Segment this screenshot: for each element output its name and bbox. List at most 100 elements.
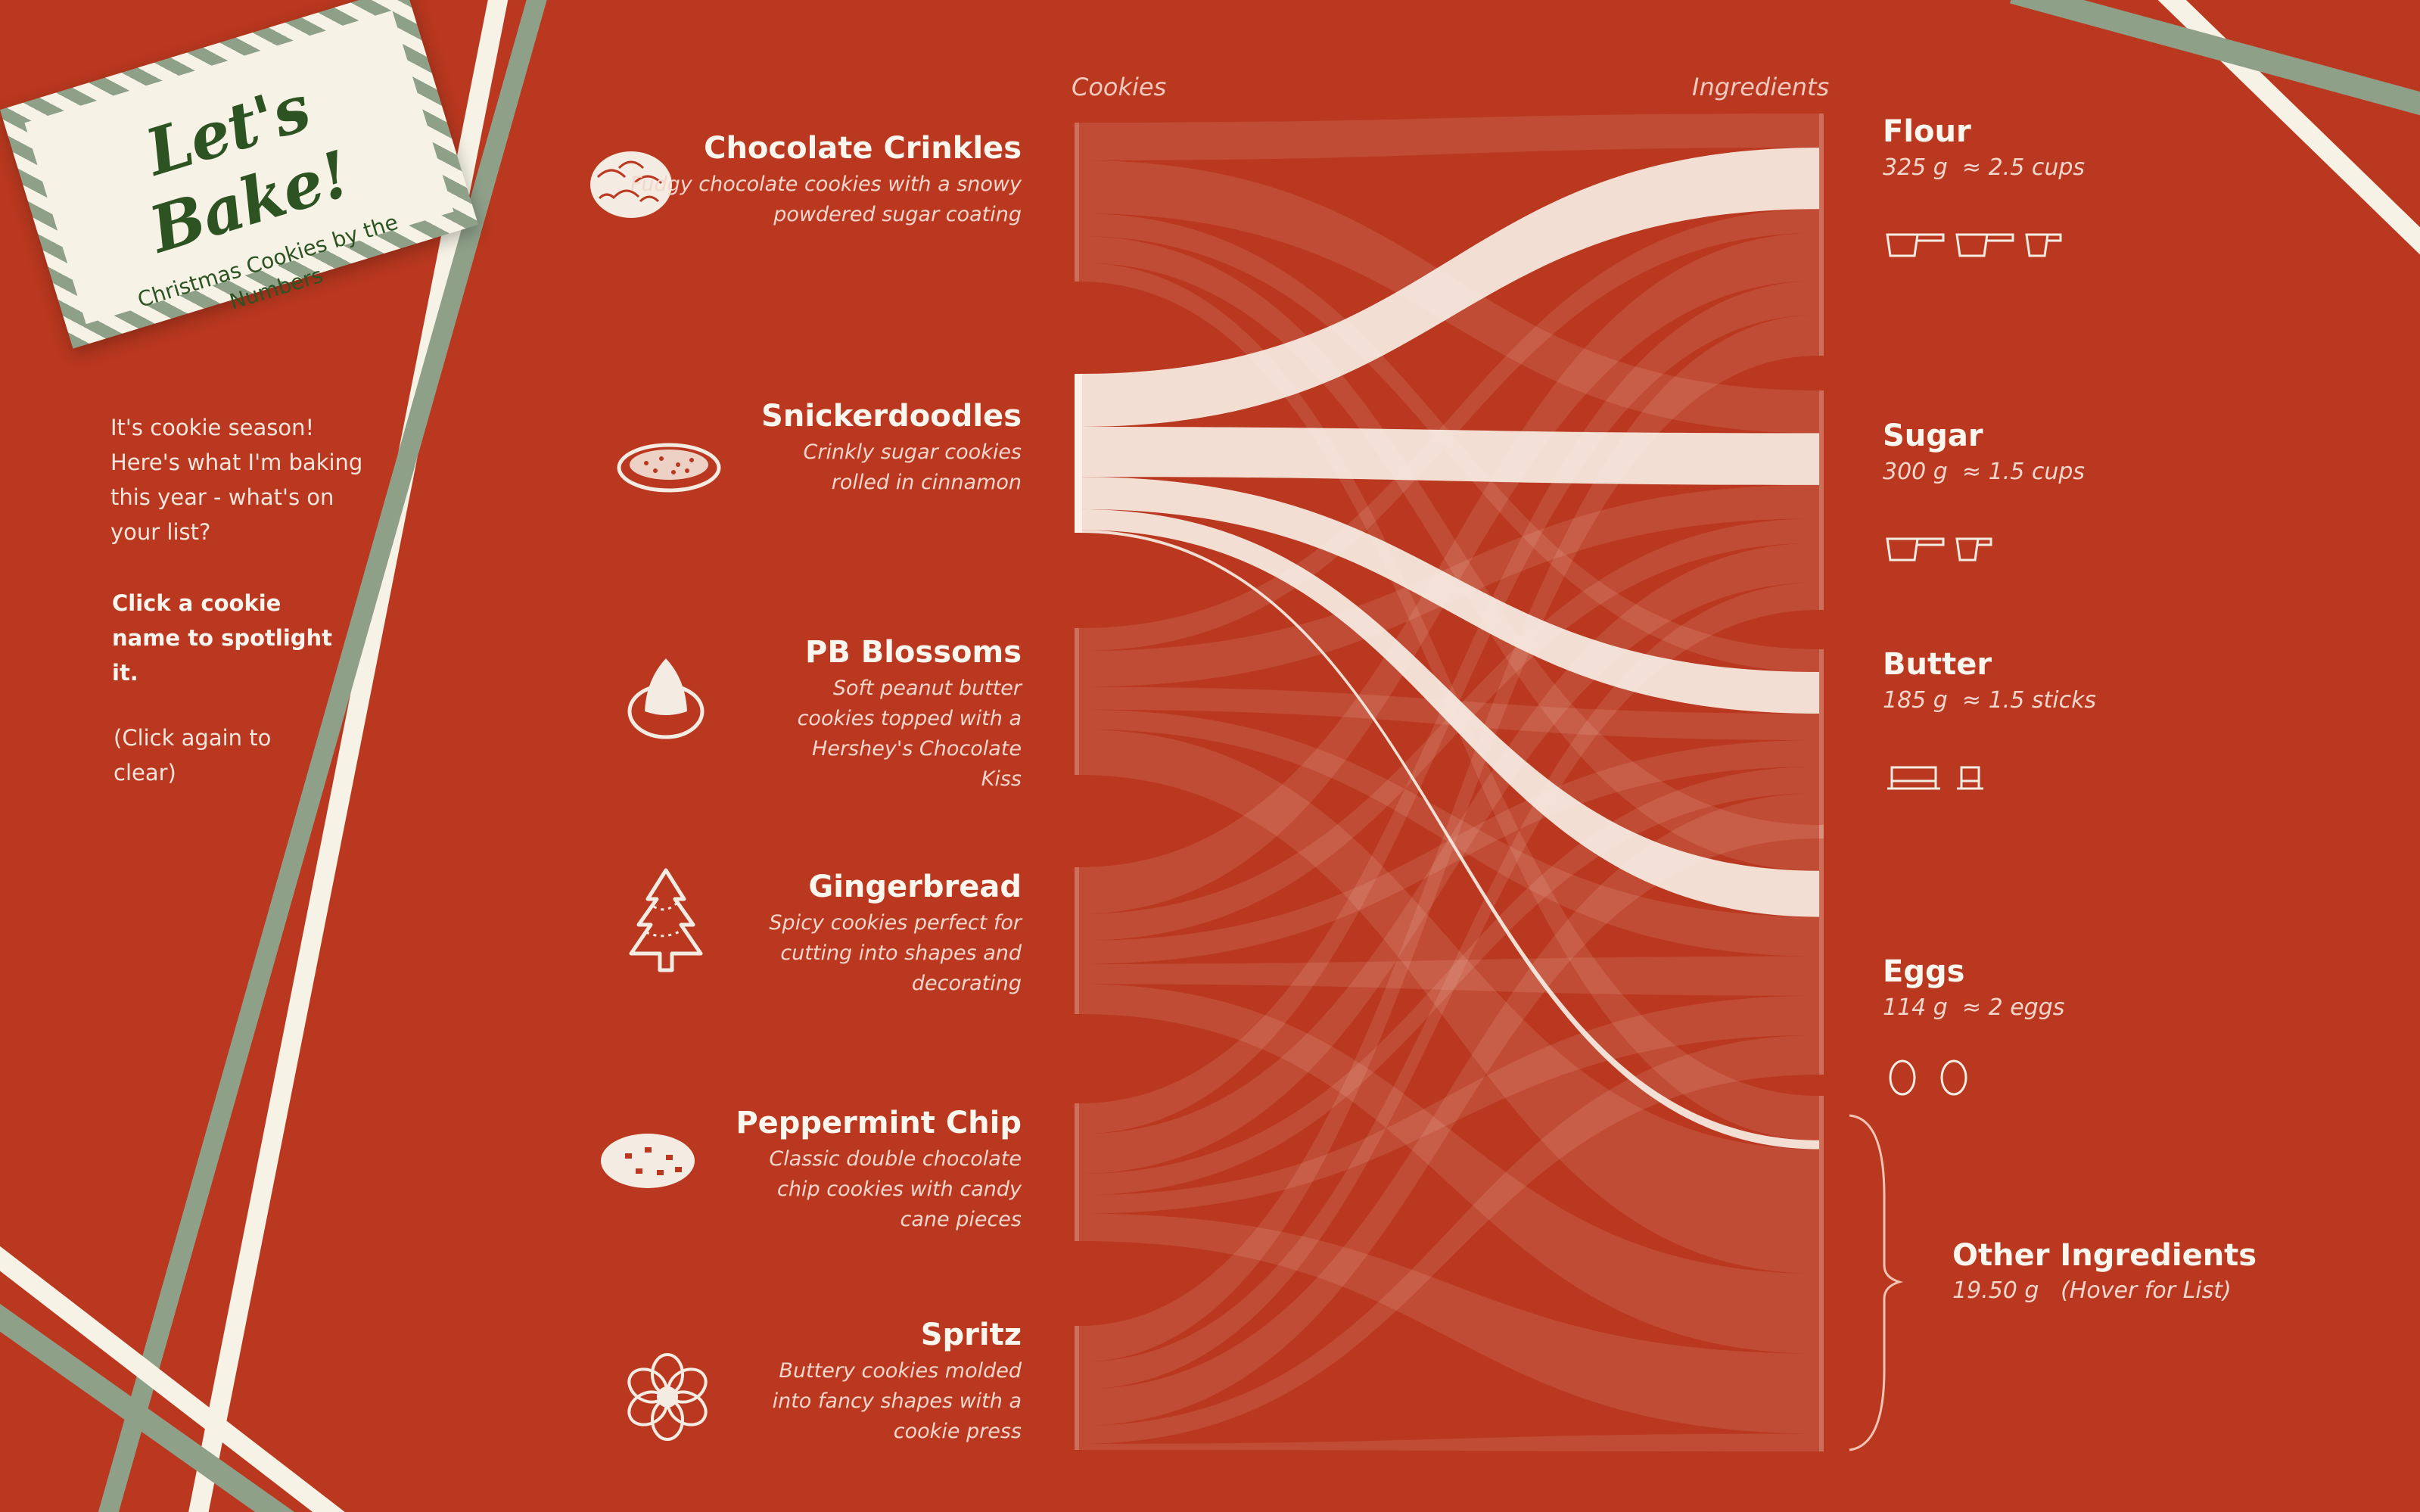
cookie-snickerdoodles[interactable]: Snickerdoodles Crinkly sugar cookies rol… (628, 398, 1022, 498)
cookie-description: Soft peanut butter cookies topped with a… (797, 677, 1022, 791)
sankey-link (1079, 1034, 1819, 1444)
tree-outline (629, 868, 703, 972)
source-node-bar (1075, 628, 1079, 775)
cookie-name[interactable]: Snickerdoodles (761, 399, 1022, 434)
cinnamon-speck (685, 468, 689, 473)
butter-stick-icon (1887, 766, 1940, 790)
target-node-bar (1819, 1096, 1824, 1451)
cinnamon-speck (659, 456, 664, 461)
sankey-link (1079, 1433, 1819, 1451)
cookie-name[interactable]: Peppermint Chip (736, 1106, 1022, 1140)
sankey-link (1079, 530, 1819, 1150)
ribbon-stripe (188, 0, 509, 1512)
crinkle-crack (617, 160, 645, 170)
cookie-gingerbread[interactable]: Gingerbread Spicy cookies perfect for cu… (628, 869, 1022, 999)
source-node-bar (1075, 374, 1082, 533)
ingredient-measure: 19.50 g (Hover for List) (1952, 1277, 2232, 1304)
cookie-spritz[interactable]: Spritz Buttery cookies molded into fancy… (628, 1317, 1022, 1447)
cinnamon-speck (676, 462, 680, 467)
ingredient-measure: 185 g ≈ 1.5 sticks (1883, 687, 2097, 714)
cinnamon-speck (689, 458, 694, 462)
cookie-pb-blossoms[interactable]: PB Blossoms Soft peanut butter cookies t… (628, 634, 1022, 795)
target-node-bar (1819, 825, 1824, 1075)
measuring-cup-icon (1955, 233, 2014, 257)
blossom-cookie-icon (627, 658, 705, 739)
egg-icon (1940, 1059, 1967, 1096)
snickerdoodle-outline (617, 443, 721, 493)
sankey-link (1079, 1213, 1819, 1434)
ingredient-name: Butter (1883, 647, 1992, 682)
target-node-bar (1819, 649, 1824, 838)
sankey-link (1079, 956, 1819, 996)
sankey-link (1079, 518, 1819, 941)
sankey-link (1079, 582, 1819, 1389)
candy-chip (666, 1155, 673, 1160)
source-node-bar (1075, 1103, 1079, 1241)
sankey-link (1079, 509, 1819, 917)
ingredient-measure: 300 g ≈ 1.5 cups (1883, 459, 2086, 485)
ribbon-stripe (0, 1246, 345, 1512)
candy-chip (636, 1168, 642, 1174)
ribbon-stripe (2010, 0, 2420, 116)
spritz-center (657, 1386, 678, 1408)
ingredient-butter: Butter 185 g ≈ 1.5 sticks (1883, 646, 2096, 714)
sankey-link (1079, 984, 1819, 1354)
ingredient-name: Sugar (1883, 418, 1983, 453)
candy-chip (645, 1147, 652, 1153)
snickerdoodle-cookie-icon (617, 443, 721, 493)
ingredient-measure: 114 g ≈ 2 eggs (1883, 994, 2065, 1021)
sankey-link (1079, 148, 1819, 427)
sankey-link (1079, 114, 1819, 160)
cookie-description: Classic double chocolate chip cookies wi… (769, 1147, 1022, 1231)
sankey-highlight-links (1079, 148, 1819, 1150)
gingerbread-tree-icon (629, 868, 703, 972)
cookie-peppermint-chip[interactable]: Peppermint Chip Classic double chocolate… (628, 1105, 1022, 1235)
sankey-link (1079, 709, 1819, 957)
cookie-name[interactable]: Gingerbread (808, 870, 1022, 904)
ingredient-other[interactable]: Other Ingredients 19.50 g (Hover for Lis… (1952, 1238, 2257, 1304)
sankey-link (1079, 543, 1819, 1174)
chocolate-kiss-shape (645, 658, 687, 715)
crinkle-crack (633, 175, 663, 185)
cookie-name[interactable]: PB Blossoms (805, 635, 1022, 670)
cookie-description: Fudgy chocolate cookies with a snowy pow… (630, 173, 1022, 226)
crinkle-cookie-body (590, 151, 672, 218)
ribbon-stripe (0, 1303, 294, 1512)
ingredient-name[interactable]: Other Ingredients (1952, 1238, 2257, 1273)
target-node-bar (1819, 390, 1824, 610)
sankey-link (1079, 995, 1819, 1214)
tree-garland (645, 901, 686, 938)
peppermint-cookie-body (601, 1134, 695, 1188)
instruction-text: Click a cookie name to spotlight it. (112, 590, 333, 686)
sankey-link (1079, 232, 1819, 914)
cookie-name[interactable]: Spritz (920, 1318, 1022, 1352)
ribbon-stripe (98, 0, 547, 1512)
intro-text: It's cookie season! Here's what I'm baki… (110, 415, 363, 545)
peppermint-chip-cookie-icon (601, 1134, 695, 1188)
source-node-bar (1075, 867, 1079, 1014)
sankey-link (1079, 209, 1819, 652)
sankey-link (1079, 767, 1819, 1196)
cinnamon-speck (644, 461, 649, 465)
candy-chip (657, 1170, 664, 1175)
clear-hint: (Click again to clear) (114, 725, 272, 786)
cookie-name[interactable]: Chocolate Crinkles (704, 131, 1022, 166)
spritz-flower-icon (627, 1353, 708, 1441)
cookie-chocolate-crinkles[interactable]: Chocolate Crinkles Fudgy chocolate cooki… (628, 130, 1022, 230)
egg-icon (1889, 1059, 1916, 1096)
ingredient-measure: 325 g ≈ 2.5 cups (1883, 154, 2086, 181)
crinkle-crack (598, 193, 616, 200)
crinkle-crack (639, 195, 660, 203)
measuring-cup-icon (1955, 537, 1992, 562)
crinkle-cookie-icon (590, 151, 672, 218)
ingredient-eggs: Eggs 114 g ≈ 2 eggs (1883, 954, 2064, 1021)
candy-chip (625, 1153, 632, 1159)
cookie-description: Crinkly sugar cookies rolled in cinnamon (803, 440, 1022, 494)
crinkle-crack (596, 169, 627, 179)
ingredient-name: Eggs (1883, 954, 1965, 989)
sankey-link (1079, 236, 1819, 871)
